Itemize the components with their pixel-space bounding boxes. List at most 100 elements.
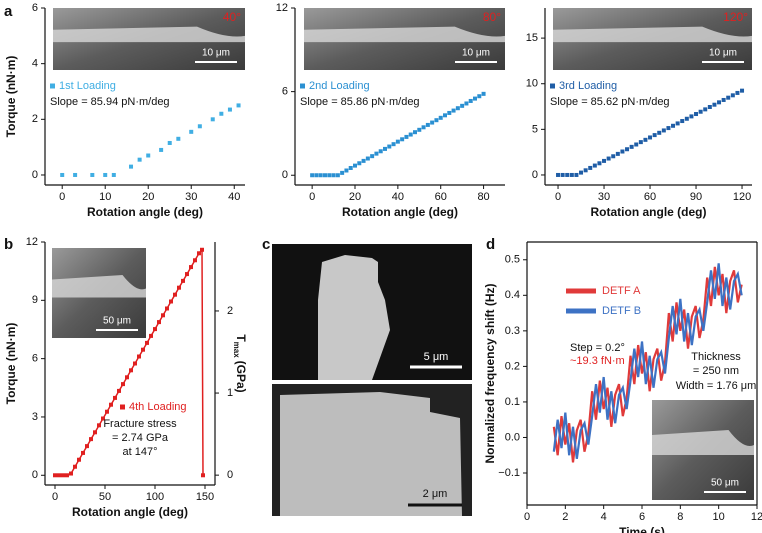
data-point: [703, 107, 708, 112]
data-point: [698, 109, 703, 114]
data-point: [615, 151, 620, 156]
data-point: [707, 104, 712, 109]
y-tick-label: 0.2: [505, 360, 520, 372]
y-tick-label: 12: [276, 2, 288, 14]
legend-label: 4th Loading: [129, 401, 187, 413]
data-point: [643, 137, 648, 142]
data-point: [173, 292, 177, 297]
data-point: [121, 382, 125, 387]
data-point: [694, 112, 699, 117]
data-point: [680, 119, 685, 124]
data-point: [111, 172, 116, 177]
data-point: [740, 88, 745, 93]
data-point: [473, 96, 477, 101]
y-tick-label: 15: [526, 32, 538, 44]
data-point: [145, 340, 149, 345]
x-tick-label: 0: [555, 191, 561, 203]
data-point: [353, 163, 357, 168]
data-point: [712, 102, 717, 107]
data-point: [167, 140, 172, 145]
scale-bar-label: 50 μm: [103, 316, 131, 327]
data-point: [161, 313, 165, 318]
y-tick-label: 6: [282, 86, 288, 98]
data-point: [425, 122, 430, 127]
y-tick-label: 12: [26, 236, 38, 248]
data-point: [365, 156, 370, 161]
data-point: [443, 113, 447, 118]
data-point: [361, 158, 366, 163]
data-point: [219, 111, 224, 116]
x-axis-title: Rotation angle (deg): [72, 505, 188, 519]
panel-label: d: [486, 236, 495, 253]
data-point: [129, 164, 134, 169]
y-tick-label: 0: [282, 169, 288, 181]
y2-axis-title: Tmax (GPa): [232, 334, 248, 392]
data-point: [331, 173, 336, 178]
data-point: [149, 333, 153, 338]
data-point: [197, 251, 201, 256]
panel-label: c: [262, 236, 270, 253]
data-point: [657, 130, 662, 135]
data-point: [556, 172, 561, 177]
data-point: [185, 272, 189, 277]
y-tick-label: 0.0: [505, 431, 520, 443]
data-point: [153, 327, 157, 332]
data-point: [675, 121, 680, 126]
y-axis-title: Torque (nN·m): [4, 56, 18, 138]
series-line: [552, 263, 743, 459]
data-point: [109, 402, 113, 407]
sem-sample: [318, 255, 390, 380]
data-point: [391, 142, 396, 147]
data-point: [602, 158, 607, 163]
data-point: [374, 151, 379, 156]
x-tick-label: 60: [644, 191, 656, 203]
data-point: [421, 125, 426, 130]
panel-label: b: [4, 236, 13, 253]
x-tick-label: 0: [52, 491, 58, 503]
data-point: [395, 139, 400, 144]
x-tick-label: 120: [733, 191, 751, 203]
data-point: [684, 116, 689, 121]
data-point: [721, 97, 726, 102]
data-point: [146, 153, 151, 158]
inset-feature: [553, 26, 752, 43]
x-tick-label: 0: [524, 511, 530, 523]
scale-bar-label: 2 μm: [423, 488, 448, 500]
annotation: Slope = 85.94 pN·m/deg: [50, 96, 170, 108]
panel-label: a: [4, 3, 13, 20]
x-tick-label: 30: [185, 191, 197, 203]
x-axis-title: Rotation angle (deg): [87, 205, 203, 219]
data-point: [447, 110, 452, 115]
data-point: [583, 168, 588, 173]
data-point: [404, 134, 409, 139]
data-point: [77, 457, 81, 462]
data-point: [468, 98, 473, 103]
data-point: [165, 306, 169, 311]
data-point: [90, 172, 95, 177]
data-point: [560, 172, 565, 177]
legend-marker: [550, 83, 555, 89]
inset-feature: [53, 26, 245, 43]
data-point: [417, 127, 422, 132]
data-point: [451, 108, 456, 113]
annotation: Width = 1.76 μm: [676, 380, 757, 392]
legend-marker: [50, 83, 55, 89]
data-point: [60, 172, 65, 177]
data-point: [477, 94, 482, 99]
annotation: Fracture stress: [103, 418, 177, 430]
data-point: [438, 115, 443, 120]
data-point: [340, 170, 345, 175]
x-tick-label: 40: [392, 191, 404, 203]
y-tick-label: 6: [32, 353, 38, 365]
scale-bar-label: 5 μm: [424, 351, 449, 363]
data-point: [611, 154, 616, 159]
data-point: [133, 361, 137, 366]
data-point: [125, 375, 129, 380]
data-point: [666, 126, 671, 131]
data-point: [460, 103, 465, 108]
data-point: [400, 137, 405, 142]
data-point: [310, 173, 315, 178]
data-point: [129, 368, 133, 373]
x-tick-label: 10: [713, 511, 725, 523]
